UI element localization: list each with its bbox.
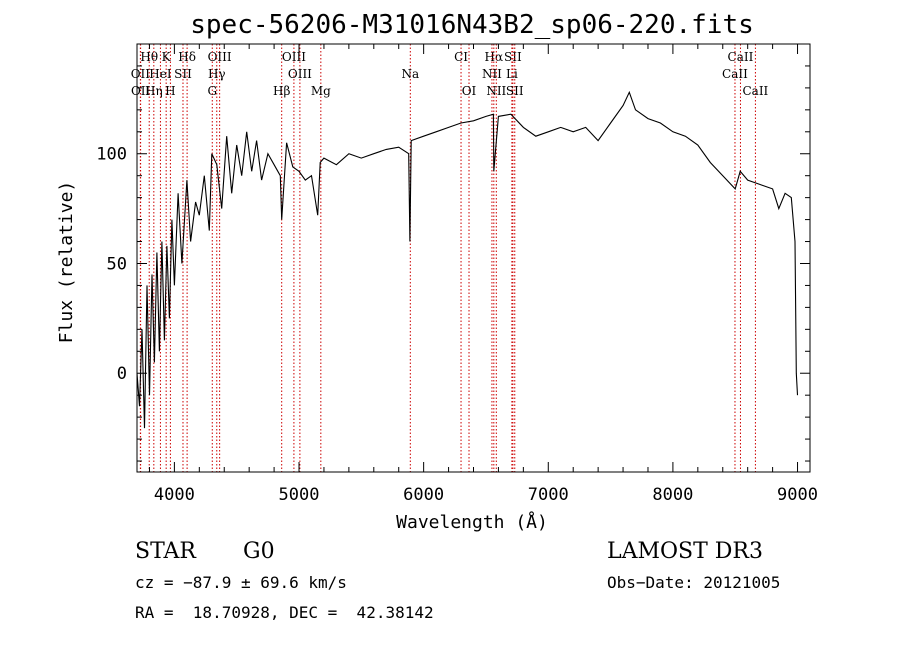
x-tick-label: 5000: [279, 485, 320, 505]
spectral-line-label: SII: [506, 84, 524, 98]
spectral-line-label: CaII: [728, 50, 754, 64]
spectral-line-label: NII: [486, 84, 506, 98]
spectral-line-label: OIII: [282, 50, 306, 64]
redshift-readout: cz = −87.9 ± 69.6 km/s: [135, 573, 347, 592]
coordinates: RA = 18.70928, DEC = 42.38142: [135, 603, 434, 622]
x-axis-label: Wavelength (Å): [396, 511, 548, 533]
spectral-line-label: OII: [131, 84, 151, 98]
observation-date: Obs−Date: 20121005: [607, 573, 781, 592]
spectral-line-label: OII: [131, 67, 151, 81]
y-tick-label: 100: [96, 145, 127, 165]
spectral-line-label: CaII: [722, 67, 748, 81]
spectral-line-label: OIII: [288, 67, 312, 81]
series-layer: [136, 90, 799, 429]
x-tick-label: 8000: [652, 485, 693, 505]
object-subclass: G0: [243, 539, 275, 564]
spectral-line-label: CaII: [742, 84, 768, 98]
spectral-line-label: Li: [506, 67, 518, 81]
survey-name: LAMOST DR3: [607, 539, 763, 564]
spectral-line-label: CI: [454, 50, 468, 64]
spectral-line-label: NII: [482, 67, 502, 81]
plot-frame: [136, 43, 811, 473]
spectral-line-label: SII: [174, 67, 192, 81]
spectral-line-label: Hδ: [178, 50, 196, 64]
y-axis-label: Flux (relative): [56, 181, 77, 344]
axes-layer: 4000 5000 6000 7000 8000 9000 0 50 100: [96, 44, 818, 505]
chart-title: spec-56206-M31016N43B2_sp06-220.fits: [190, 10, 754, 40]
x-tick-label: 7000: [528, 485, 569, 505]
spectral-line-label: K: [162, 50, 172, 64]
x-tick-label: 9000: [777, 485, 818, 505]
x-tick-label: 6000: [403, 485, 444, 505]
spectral-line-label: OI: [462, 84, 477, 98]
spectral-line-label: OIII: [208, 50, 232, 64]
spectral-line-label: H: [165, 84, 175, 98]
spectral-line-label: Hη: [145, 84, 163, 98]
spectral-line-label: Hθ: [140, 50, 158, 64]
spectral-line-label: HeI: [149, 67, 172, 81]
x-tick-label: 4000: [154, 485, 195, 505]
y-tick-label: 0: [117, 364, 127, 384]
spectral-line-label: Hα: [485, 50, 504, 64]
spectral-line-label: Hβ: [273, 84, 290, 98]
object-class: STAR: [135, 539, 196, 564]
spectrum-line: [136, 90, 799, 429]
spectral-line-label: G: [207, 84, 217, 98]
spectral-line-label: Mg: [311, 84, 331, 98]
spectral-line-label: SII: [504, 50, 522, 64]
y-tick-label: 50: [107, 254, 127, 274]
spectral-line-label: Hγ: [208, 67, 226, 81]
spectral-line-label: Na: [401, 67, 419, 81]
